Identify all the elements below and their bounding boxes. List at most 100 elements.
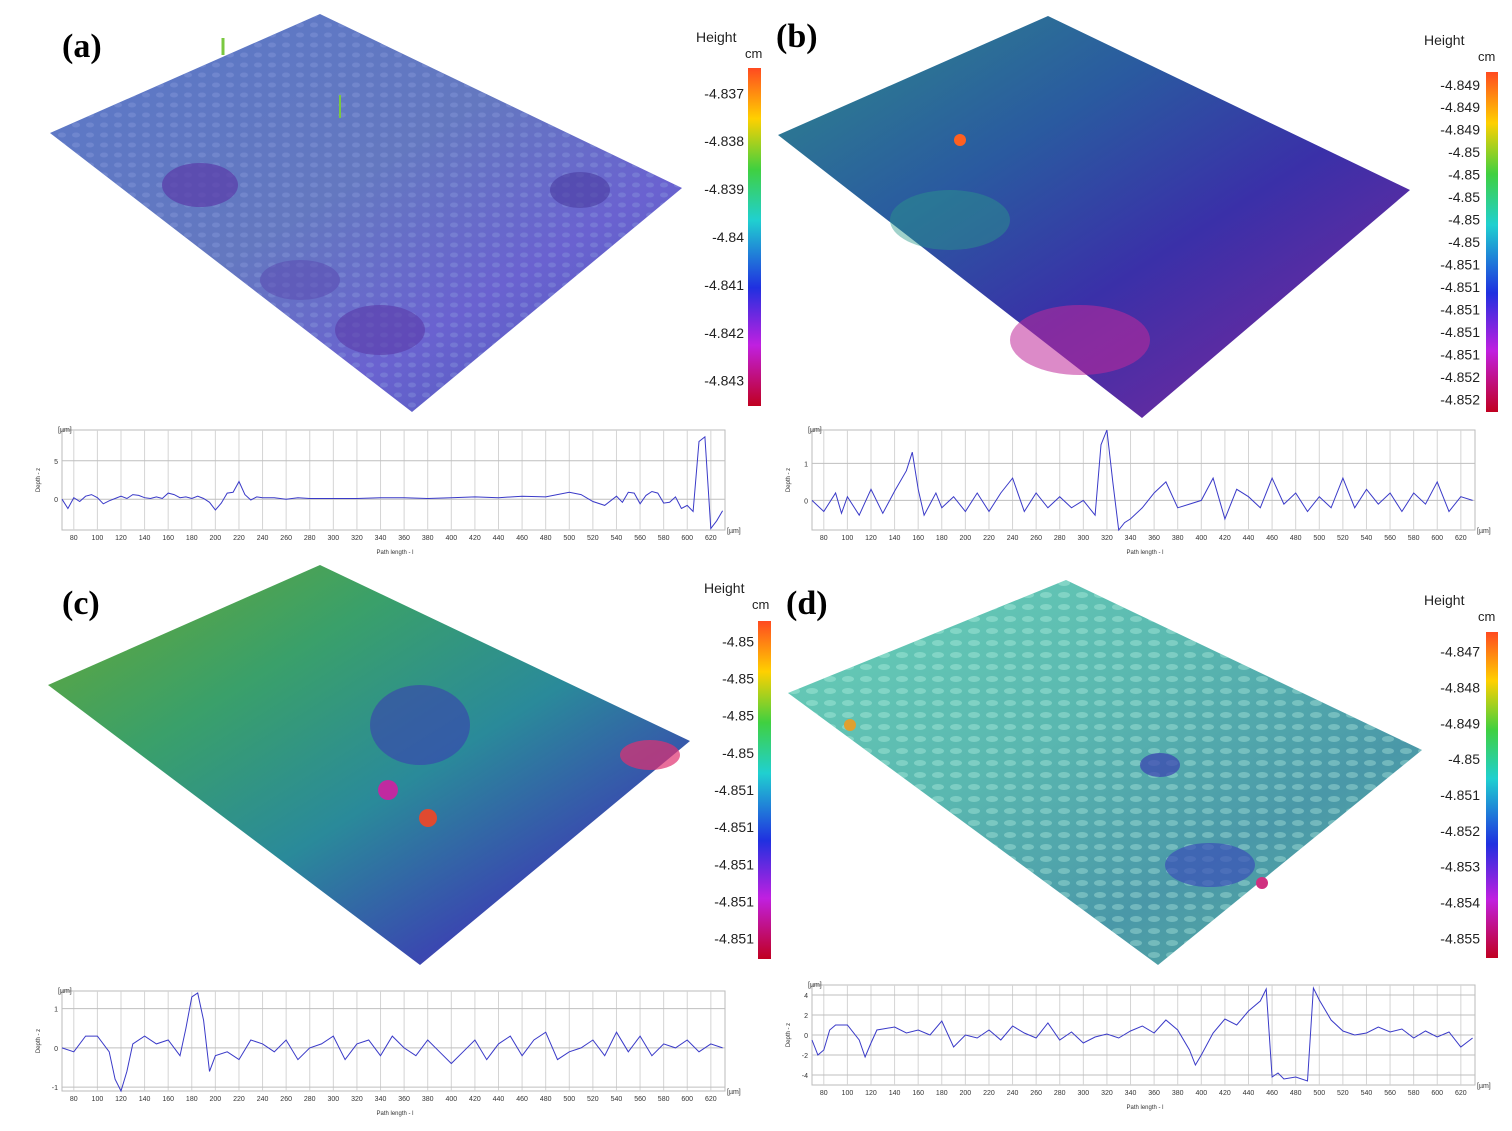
x-tick-label: 480 [1290, 535, 1302, 542]
y-tick-label: -2 [802, 1053, 808, 1060]
x-tick-label: 140 [139, 1096, 151, 1103]
colorbar-tick-label: -4.851 [1440, 256, 1480, 272]
colorbar-tick-label: -4.85 [1448, 144, 1480, 160]
colorbar-tick-label: -4.851 [714, 894, 754, 910]
colorbar-c: Height cm -4.85-4.85-4.85-4.85-4.851-4.8… [704, 580, 771, 959]
colorbar-tick-label: -4.851 [714, 931, 754, 947]
x-tick-label: 600 [1431, 1090, 1443, 1097]
colorbar-tick-label: -4.851 [1440, 346, 1480, 362]
y-unit-label: [µm] [808, 982, 822, 989]
height-title: Height [1424, 32, 1465, 48]
surface-c [48, 565, 690, 965]
x-tick-label: 100 [92, 1096, 104, 1103]
x-tick-label: 600 [681, 1096, 693, 1103]
x-tick-label: 460 [516, 1096, 528, 1103]
colorbar-ticks: -4.837 -4.838 -4.839 -4.84 -4.841 -4.842 -4.84… [704, 85, 744, 388]
x-tick-label: 420 [1219, 535, 1231, 542]
x-tick-label: 280 [1054, 1090, 1066, 1097]
x-tick-label: 580 [658, 1096, 670, 1103]
x-tick-label: 80 [70, 1096, 78, 1103]
x-tick-label: 480 [540, 1096, 552, 1103]
profile-line [811, 986, 1473, 1082]
profile-chart-c: 80 100 120 140 160 180 200 220 240 260 280 300 320 34… [36, 988, 741, 1117]
y-tick-label: -4 [802, 1073, 808, 1080]
x-tick-label: 340 [375, 1096, 387, 1103]
x-tick-label: 400 [1195, 535, 1207, 542]
height-unit: cm [745, 46, 762, 61]
x-tick-label: 80 [820, 1090, 828, 1097]
x-tick-label: 160 [912, 1090, 924, 1097]
colorbar-tick-label: -4.851 [1440, 324, 1480, 340]
colorbar-tick-label: -4.85 [1448, 212, 1480, 228]
colorbar-a: Height cm -4.837-4.838-4.839-4.84-4.841-… [696, 29, 762, 406]
y-unit-label: [µm] [808, 427, 822, 434]
x-tick-label: 420 [469, 535, 481, 542]
y-tick-label: 0 [804, 498, 808, 505]
colorbar-ticks: -4.847 -4.848 -4.849 -4.85 -4.851 -4.852 -4.85… [1440, 644, 1480, 947]
x-tick-label: 540 [1361, 535, 1373, 542]
x-unit-label: [µm] [727, 1089, 741, 1096]
profile-line [61, 435, 724, 530]
colorbar-tick-label: -4.854 [1440, 895, 1480, 911]
surface-plot-c [48, 565, 690, 965]
x-tick-label: 120 [115, 535, 127, 542]
x-tick-label: 540 [611, 1096, 623, 1103]
x-tick-label: 240 [257, 535, 269, 542]
panel-b: (b) Height cm -4.849 -4.849 -4.849 -4.85 -4.… [750, 0, 1500, 565]
x-tick-label: 360 [398, 1096, 410, 1103]
colorbar-tick-label: -4.841 [704, 277, 744, 293]
x-tick-label: 380 [422, 1096, 434, 1103]
x-axis-label: Path length - l [1126, 550, 1163, 556]
colorbar-tick-label: -4.847 [1440, 644, 1480, 660]
x-unit-label: [µm] [727, 528, 741, 535]
x-tick-label: 300 [327, 535, 339, 542]
y-unit-label: [µm] [58, 427, 72, 434]
colorbar-tick-label: -4.853 [1440, 859, 1480, 875]
x-tick-label: 500 [563, 535, 575, 542]
height-title: Height [696, 29, 737, 45]
surface-plot-a [50, 14, 682, 412]
colorbar-tick-label: -4.849 [1440, 122, 1480, 138]
x-tick-label: 320 [351, 1096, 363, 1103]
x-tick-label: 580 [658, 535, 670, 542]
profile-chart-d: 80 100 120 140 160 180 200 220 240 260 280 300 320 34… [786, 982, 1491, 1111]
y-unit-label: [µm] [58, 988, 72, 995]
x-tick-label: 260 [280, 1096, 292, 1103]
x-tick-label: 180 [186, 535, 198, 542]
x-tick-label: 560 [1384, 1090, 1396, 1097]
colorbar-tick-label: -4.849 [1440, 715, 1480, 731]
x-tick-label: 220 [983, 535, 995, 542]
y-axis-label: Depth - z [786, 468, 792, 492]
x-tick-label: 100 [842, 535, 854, 542]
x-tick-label: 620 [1455, 1090, 1467, 1097]
x-axis-label: Path length - l [376, 550, 413, 556]
x-tick-label: 300 [1077, 1090, 1089, 1097]
x-tick-label: 100 [92, 535, 104, 542]
height-title: Height [1424, 592, 1465, 608]
colorbar-tick-label: -4.85 [722, 670, 754, 686]
height-unit: cm [752, 597, 769, 612]
x-tick-label: 200 [960, 535, 972, 542]
x-tick-label: 80 [70, 535, 78, 542]
colorbar-tick-label: -4.85 [1448, 167, 1480, 183]
colorbar-tick-label: -4.839 [704, 181, 744, 197]
colorbar-tick-label: -4.842 [704, 325, 744, 341]
colorbar-tick-label: -4.85 [722, 708, 754, 724]
x-tick-label: 220 [983, 1090, 995, 1097]
x-tick-label: 80 [820, 535, 828, 542]
x-tick-label: 520 [587, 535, 599, 542]
colorbar-ticks: -4.849 -4.849 -4.849 -4.85 -4.85 -4.85 -4.85 -4… [1440, 77, 1480, 408]
x-tick-label: 460 [516, 535, 528, 542]
height-unit: cm [1478, 49, 1495, 64]
x-tick-label: 260 [280, 535, 292, 542]
y-axis-label: Depth - z [36, 468, 42, 492]
x-tick-label: 340 [1125, 1090, 1137, 1097]
x-tick-label: 200 [960, 1090, 972, 1097]
x-tick-label: 380 [1172, 1090, 1184, 1097]
x-tick-label: 460 [1266, 535, 1278, 542]
y-tick-label: 0 [54, 1046, 58, 1053]
colorbar-tick-label: -4.837 [704, 85, 744, 101]
x-tick-label: 440 [493, 535, 505, 542]
profile-chart-b: 80 100 120 140 160 180 200 220 240 260 280 300 320 34… [786, 427, 1491, 556]
x-tick-label: 120 [115, 1096, 127, 1103]
